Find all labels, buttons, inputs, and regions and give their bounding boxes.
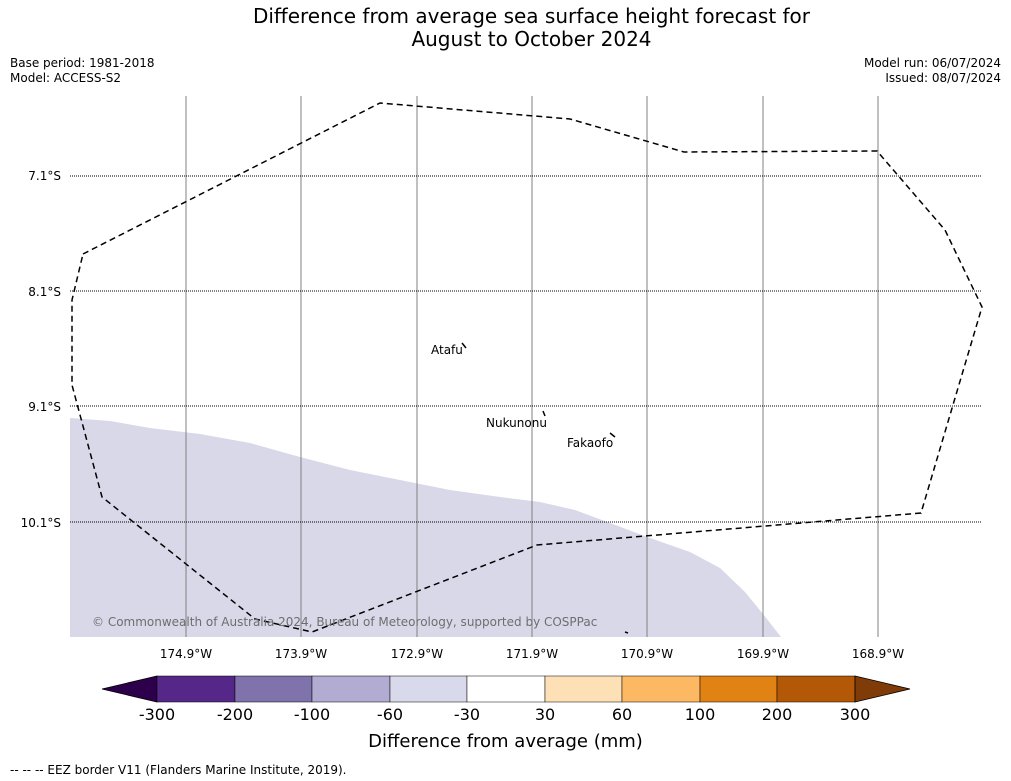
colorbar-bin [621, 675, 701, 703]
nukunonu-marker [542, 410, 546, 417]
colorbar-bin [156, 675, 236, 703]
colorbar-tick: -30 [454, 705, 480, 724]
lat-label: 9.1°S [28, 400, 61, 414]
colorbar-tick: 200 [762, 705, 793, 724]
lon-label: 174.9°W [160, 647, 212, 661]
fakaofo-marker [609, 432, 616, 438]
atafu-marker [461, 342, 467, 349]
place-label-atafu: Atafu [431, 343, 463, 357]
colorbar-bin [776, 675, 856, 703]
small-island-marker [624, 631, 629, 634]
colorbar-extend-low [101, 675, 158, 703]
colorbar-tick: 300 [840, 705, 871, 724]
colorbar-tick: 100 [685, 705, 716, 724]
latitude-gridlines [70, 175, 982, 523]
lon-label: 173.9°W [275, 647, 327, 661]
model-run: Model run: 06/07/2024 [863, 56, 1001, 70]
colorbar [101, 675, 911, 703]
colorbar-tick: -100 [294, 705, 330, 724]
colorbar-tick: 60 [612, 705, 632, 724]
base-period: Base period: 1981-2018 [10, 56, 155, 70]
lat-label: 7.1°S [28, 169, 61, 183]
place-label-fakaofo: Fakaofo [567, 436, 613, 450]
lon-label: 172.9°W [391, 647, 443, 661]
colorbar-tick: -300 [139, 705, 175, 724]
place-label-nukunonu: Nukunonu [486, 416, 547, 430]
colorbar-bin [234, 675, 313, 703]
colorbar-bin [389, 675, 468, 703]
copyright-notice: © Commonwealth of Australia 2024, Bureau… [92, 615, 597, 629]
issued-date: Issued: 08/07/2024 [885, 71, 1001, 85]
colorbar-bin [311, 675, 391, 703]
colorbar-label: Difference from average (mm) [368, 731, 643, 752]
colorbar-tick: 30 [535, 705, 555, 724]
model-name: Model: ACCESS-S2 [10, 71, 122, 85]
eez-border [71, 102, 983, 633]
lon-label: 171.9°W [506, 647, 558, 661]
lon-label: 170.9°W [621, 647, 673, 661]
chart-title: Difference from average sea surface heig… [0, 5, 1011, 51]
colorbar-tick: -200 [217, 705, 253, 724]
colorbar-bin [544, 675, 623, 703]
island-markers [461, 342, 629, 634]
meta-right: Model run: 06/07/2024 Issued: 08/07/2024 [864, 56, 1001, 86]
lon-label: 169.9°W [737, 647, 789, 661]
meta-left: Base period: 1981-2018 Model: ACCESS-S2 [10, 56, 155, 86]
lon-label: 168.9°W [852, 647, 904, 661]
eez-legend-note: -- -- -- EEZ border V11 (Flanders Marine… [10, 763, 347, 777]
title-line-1: Difference from average sea surface heig… [252, 4, 811, 28]
title-line-2: August to October 2024 [411, 27, 652, 51]
colorbar-bin [466, 675, 546, 703]
colorbar-bin [699, 675, 778, 703]
lat-label: 10.1°S [21, 516, 61, 530]
lat-label: 8.1°S [28, 285, 61, 299]
colorbar-extend-high [854, 675, 911, 703]
anomaly-shaded-region [70, 418, 781, 637]
colorbar-tick: -60 [377, 705, 403, 724]
